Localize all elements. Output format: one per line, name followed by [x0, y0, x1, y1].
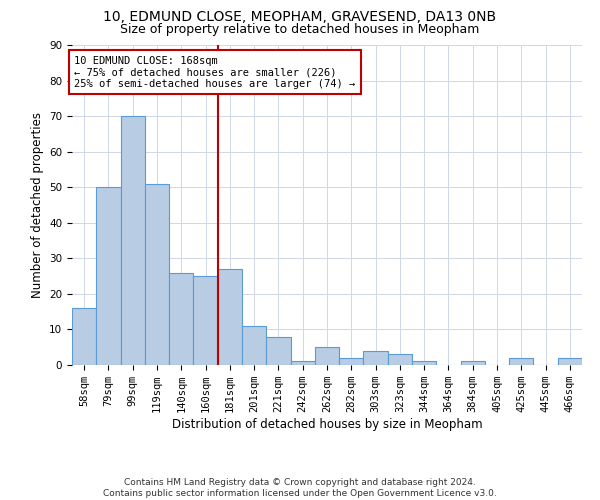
- Bar: [461, 362, 485, 365]
- Bar: [266, 336, 290, 365]
- X-axis label: Distribution of detached houses by size in Meopham: Distribution of detached houses by size …: [172, 418, 482, 431]
- Bar: [290, 362, 315, 365]
- Bar: [169, 272, 193, 365]
- Bar: [96, 187, 121, 365]
- Text: 10 EDMUND CLOSE: 168sqm
← 75% of detached houses are smaller (226)
25% of semi-d: 10 EDMUND CLOSE: 168sqm ← 75% of detache…: [74, 56, 356, 89]
- Text: Size of property relative to detached houses in Meopham: Size of property relative to detached ho…: [121, 22, 479, 36]
- Text: Contains HM Land Registry data © Crown copyright and database right 2024.
Contai: Contains HM Land Registry data © Crown c…: [103, 478, 497, 498]
- Bar: [242, 326, 266, 365]
- Bar: [72, 308, 96, 365]
- Bar: [121, 116, 145, 365]
- Bar: [558, 358, 582, 365]
- Y-axis label: Number of detached properties: Number of detached properties: [31, 112, 44, 298]
- Bar: [412, 362, 436, 365]
- Bar: [339, 358, 364, 365]
- Text: 10, EDMUND CLOSE, MEOPHAM, GRAVESEND, DA13 0NB: 10, EDMUND CLOSE, MEOPHAM, GRAVESEND, DA…: [103, 10, 497, 24]
- Bar: [193, 276, 218, 365]
- Bar: [388, 354, 412, 365]
- Bar: [509, 358, 533, 365]
- Bar: [145, 184, 169, 365]
- Bar: [315, 347, 339, 365]
- Bar: [218, 269, 242, 365]
- Bar: [364, 351, 388, 365]
